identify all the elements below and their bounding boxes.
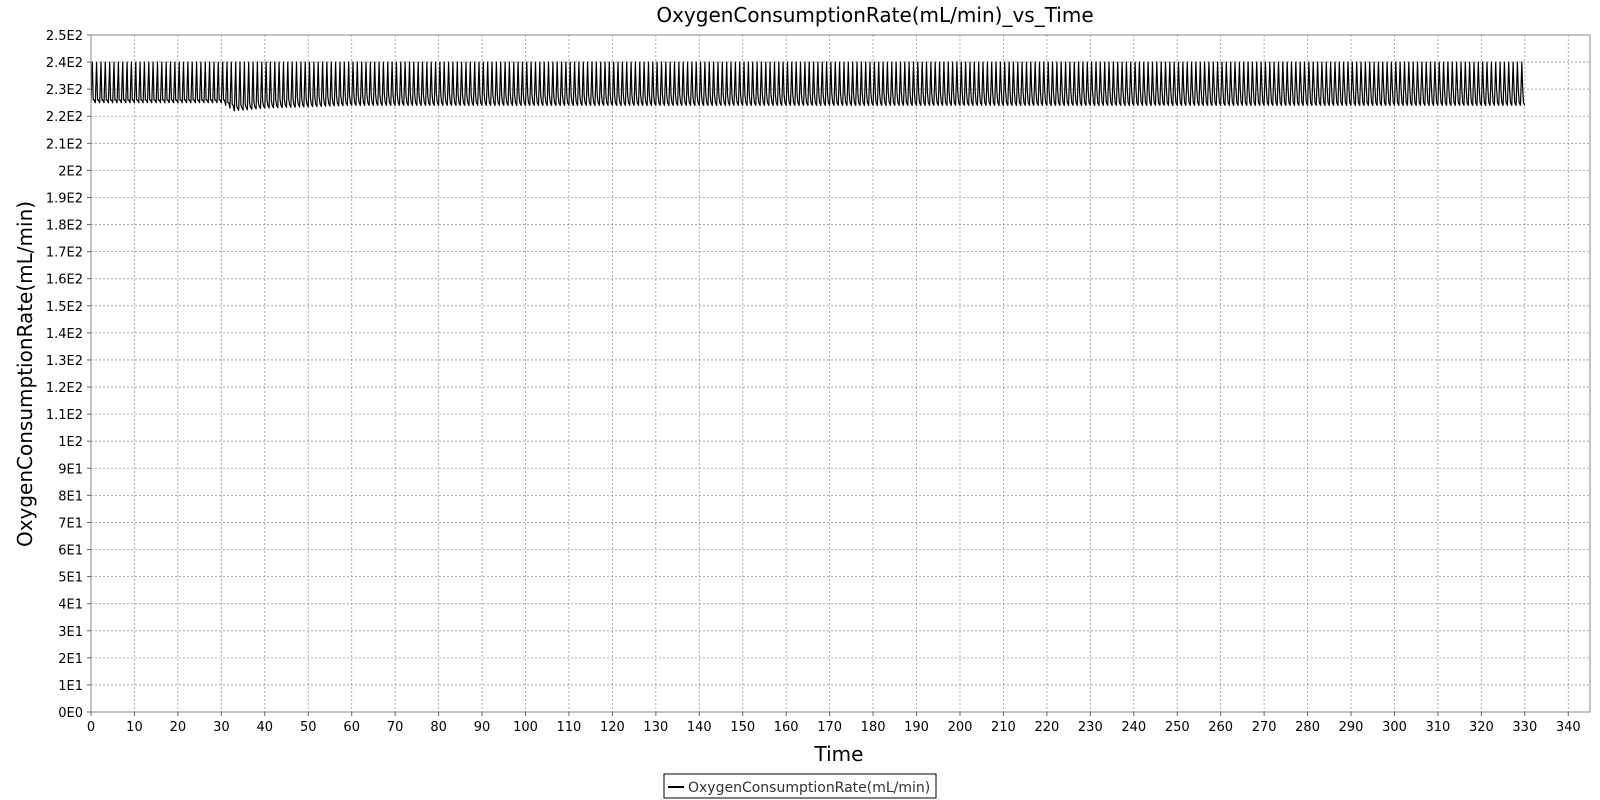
x-tick-label: 320	[1469, 720, 1494, 735]
x-axis-label: Time	[814, 742, 864, 766]
legend-label: OxygenConsumptionRate(mL/min)	[688, 780, 930, 796]
y-tick-label: 2E1	[58, 652, 83, 667]
series-line	[90, 61, 1526, 112]
x-tick-label: 80	[430, 720, 447, 735]
x-tick-label: 260	[1208, 720, 1233, 735]
y-tick-label: 1.2E2	[46, 381, 83, 396]
x-tick-label: 190	[904, 720, 929, 735]
x-tick-label: 50	[300, 720, 317, 735]
x-tick-label: 340	[1556, 720, 1581, 735]
y-tick-label: 2.3E2	[46, 83, 83, 98]
grid	[90, 34, 1590, 713]
x-tick-label: 70	[387, 720, 404, 735]
x-tick-label: 170	[817, 720, 842, 735]
y-tick-label: 0E0	[58, 706, 83, 721]
legend-box	[663, 773, 937, 799]
y-tick-label: 1.4E2	[46, 327, 83, 342]
x-tick-label: 60	[343, 720, 360, 735]
x-tick-label: 40	[257, 720, 274, 735]
x-tick-label: 110	[557, 720, 582, 735]
x-tick-label: 10	[126, 720, 143, 735]
y-axis-ticks: 0E0 1E1 2E1 3E1 4E1 5E1 6E1 7E1 8E1 9E1 1E2 1.1E2 1.…	[46, 29, 91, 721]
y-tick-label: 9E1	[58, 462, 83, 477]
x-tick-label: 120	[600, 720, 625, 735]
x-tick-label: 300	[1382, 720, 1407, 735]
y-tick-label: 1.8E2	[46, 219, 83, 234]
x-tick-label: 30	[213, 720, 230, 735]
y-tick-label: 1.3E2	[46, 354, 83, 369]
x-tick-label: 20	[170, 720, 187, 735]
x-axis-ticks: 0 10 20 30 40 50 60 70 80 90 100 110 120 130 140 150 160…	[87, 712, 1581, 735]
x-tick-label: 90	[474, 720, 491, 735]
y-tick-label: 3E1	[58, 625, 83, 640]
x-tick-label: 140	[687, 720, 712, 735]
x-tick-label: 180	[861, 720, 886, 735]
y-tick-label: 2.1E2	[46, 137, 83, 152]
y-tick-label: 2.5E2	[46, 29, 83, 44]
y-tick-label: 2.2E2	[46, 110, 83, 125]
x-tick-label: 160	[774, 720, 799, 735]
y-tick-label: 1E1	[58, 679, 83, 694]
y-tick-label: 1.5E2	[46, 300, 83, 315]
x-tick-label: 0	[87, 720, 95, 735]
y-tick-label: 1.9E2	[46, 191, 83, 206]
y-tick-label: 1E2	[58, 435, 83, 450]
x-tick-label: 250	[1165, 720, 1190, 735]
y-tick-label: 1.6E2	[46, 273, 83, 288]
x-tick-label: 270	[1252, 720, 1277, 735]
y-axis-label: OxygenConsumptionRate(mL/min)	[13, 201, 37, 547]
y-tick-label: 2E2	[58, 164, 83, 179]
y-tick-label: 8E1	[58, 489, 83, 504]
chart-title: OxygenConsumptionRate(mL/min)_vs_Time	[656, 3, 1093, 27]
x-tick-label: 100	[513, 720, 538, 735]
x-tick-label: 280	[1295, 720, 1320, 735]
y-tick-label: 6E1	[58, 544, 83, 559]
x-tick-label: 230	[1078, 720, 1103, 735]
y-tick-label: 7E1	[58, 516, 83, 531]
y-tick-label: 2.4E2	[46, 56, 83, 71]
y-tick-label: 4E1	[58, 598, 83, 613]
y-tick-label: 1.1E2	[46, 408, 83, 423]
x-tick-label: 240	[1121, 720, 1146, 735]
x-tick-label: 130	[643, 720, 668, 735]
y-tick-label: 5E1	[58, 571, 83, 586]
x-tick-label: 290	[1339, 720, 1364, 735]
x-tick-label: 220	[1034, 720, 1059, 735]
x-tick-label: 150	[730, 720, 755, 735]
x-tick-label: 310	[1426, 720, 1451, 735]
x-tick-label: 330	[1512, 720, 1537, 735]
x-tick-label: 200	[948, 720, 973, 735]
y-tick-label: 1.7E2	[46, 246, 83, 261]
series-plot	[90, 61, 1526, 112]
plot-frame	[90, 34, 1591, 713]
legend: OxygenConsumptionRate(mL/min)	[663, 773, 937, 799]
x-tick-label: 210	[991, 720, 1016, 735]
